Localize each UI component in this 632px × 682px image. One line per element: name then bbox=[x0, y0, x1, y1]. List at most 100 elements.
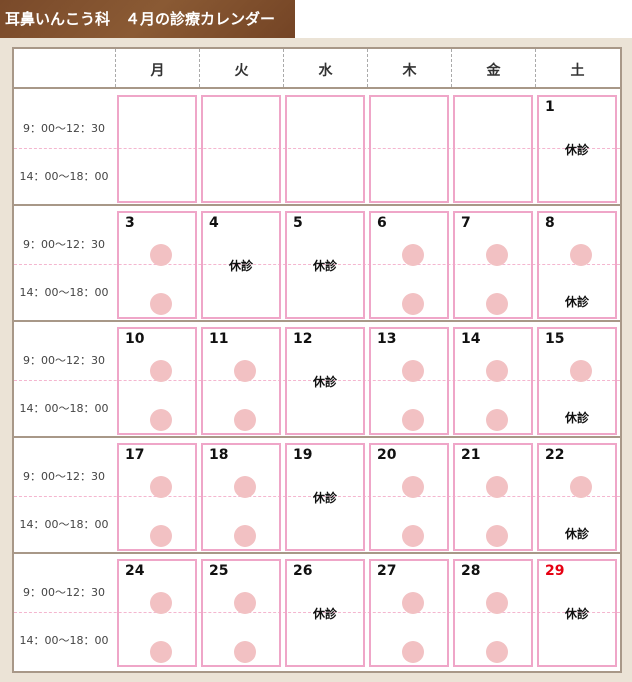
closed-label: 休診 bbox=[312, 491, 337, 505]
week-row: 9：00～12：30 14：00～18：00 24 25 26 休診 27 28 29 休診 bbox=[14, 554, 620, 670]
day-number: 11 bbox=[209, 331, 229, 347]
day-number: 15 bbox=[545, 331, 565, 347]
day-cell: 6 bbox=[369, 211, 449, 319]
day-number: 20 bbox=[377, 447, 397, 463]
day-cell: 3 bbox=[117, 211, 197, 319]
weekday-header: 月火水木金土 bbox=[14, 49, 620, 89]
open-circle-icon bbox=[570, 476, 592, 498]
weekday-header-cell: 土 bbox=[535, 49, 619, 87]
day-cell: 29 休診 bbox=[537, 559, 617, 667]
time-pm: 14：00～18：00 bbox=[19, 518, 109, 531]
day-cell bbox=[453, 95, 533, 203]
day-cell: 25 bbox=[201, 559, 281, 667]
day-number: 8 bbox=[545, 215, 555, 231]
day-number: 18 bbox=[209, 447, 229, 463]
open-circle-icon bbox=[402, 360, 424, 382]
day-cell: 5 休診 bbox=[285, 211, 365, 319]
time-pm: 14：00～18：00 bbox=[19, 170, 109, 183]
day-number: 5 bbox=[293, 215, 303, 231]
open-circle-icon bbox=[150, 525, 172, 547]
day-cell: 13 bbox=[369, 327, 449, 435]
open-circle-icon bbox=[150, 409, 172, 431]
open-circle-icon bbox=[486, 293, 508, 315]
day-cell: 8 休診 bbox=[537, 211, 617, 319]
day-cell: 18 bbox=[201, 443, 281, 551]
open-circle-icon bbox=[402, 409, 424, 431]
open-circle-icon bbox=[486, 525, 508, 547]
open-circle-icon bbox=[150, 244, 172, 266]
day-cell: 27 bbox=[369, 559, 449, 667]
day-number: 10 bbox=[125, 331, 145, 347]
day-cell: 20 bbox=[369, 443, 449, 551]
open-circle-icon bbox=[402, 592, 424, 614]
day-number: 7 bbox=[461, 215, 471, 231]
closed-label: 休診 bbox=[564, 411, 589, 425]
closed-label: 休診 bbox=[312, 375, 337, 389]
time-am: 9：00～12：30 bbox=[23, 354, 105, 367]
open-circle-icon bbox=[486, 641, 508, 663]
week-row: 9：00～12：30 14：00～18：00 10 11 12 休診 13 14 15 休診 bbox=[14, 322, 620, 438]
open-circle-icon bbox=[402, 293, 424, 315]
day-cell: 7 bbox=[453, 211, 533, 319]
day-number: 14 bbox=[461, 331, 481, 347]
open-circle-icon bbox=[150, 592, 172, 614]
page-title: 耳鼻いんこう科 ４月の診療カレンダー bbox=[0, 0, 295, 38]
closed-label: 休診 bbox=[564, 527, 589, 541]
open-circle-icon bbox=[402, 525, 424, 547]
day-cell: 10 bbox=[117, 327, 197, 435]
day-number: 12 bbox=[293, 331, 313, 347]
divider bbox=[14, 380, 620, 381]
open-circle-icon bbox=[234, 592, 256, 614]
day-cell: 17 bbox=[117, 443, 197, 551]
day-cell: 28 bbox=[453, 559, 533, 667]
weekday-header-cell: 木 bbox=[367, 49, 451, 87]
closed-label: 休診 bbox=[312, 259, 337, 273]
day-number: 28 bbox=[461, 563, 481, 579]
day-number: 22 bbox=[545, 447, 565, 463]
closed-label: 休診 bbox=[564, 607, 589, 621]
day-cell: 21 bbox=[453, 443, 533, 551]
closed-label: 休診 bbox=[312, 607, 337, 621]
time-am: 9：00～12：30 bbox=[23, 238, 105, 251]
day-cell bbox=[201, 95, 281, 203]
open-circle-icon bbox=[234, 409, 256, 431]
open-circle-icon bbox=[234, 476, 256, 498]
time-am: 9：00～12：30 bbox=[23, 470, 105, 483]
divider bbox=[14, 148, 620, 149]
day-cell bbox=[369, 95, 449, 203]
week-row: 9：00～12：30 14：00～18：00 3 4 休診 5 休診 6 7 8 休診 bbox=[14, 206, 620, 322]
open-circle-icon bbox=[402, 641, 424, 663]
time-pm: 14：00～18：00 bbox=[19, 402, 109, 415]
day-cell: 19 休診 bbox=[285, 443, 365, 551]
day-number: 25 bbox=[209, 563, 229, 579]
day-number: 29 bbox=[545, 563, 565, 579]
weekday-header-cell: 月 bbox=[115, 49, 199, 87]
day-number: 24 bbox=[125, 563, 145, 579]
time-pm: 14：00～18：00 bbox=[19, 634, 109, 647]
day-cell: 11 bbox=[201, 327, 281, 435]
day-number: 1 bbox=[545, 99, 555, 115]
time-am: 9：00～12：30 bbox=[23, 122, 105, 135]
open-circle-icon bbox=[486, 592, 508, 614]
week-row: 9：00～12：30 14：00～18：00 17 18 19 休診 20 21 22 休診 bbox=[14, 438, 620, 554]
day-number: 17 bbox=[125, 447, 145, 463]
day-number: 4 bbox=[209, 215, 219, 231]
time-am: 9：00～12：30 bbox=[23, 586, 105, 599]
open-circle-icon bbox=[150, 360, 172, 382]
day-cell bbox=[117, 95, 197, 203]
day-cell: 4 休診 bbox=[201, 211, 281, 319]
day-cell: 26 休診 bbox=[285, 559, 365, 667]
day-number: 13 bbox=[377, 331, 397, 347]
day-cell: 1 休診 bbox=[537, 95, 617, 203]
week-row: 9：00～12：30 14：00～18：00 1 休診 bbox=[14, 90, 620, 206]
closed-label: 休診 bbox=[564, 143, 589, 157]
open-circle-icon bbox=[234, 641, 256, 663]
day-number: 27 bbox=[377, 563, 397, 579]
day-cell: 12 休診 bbox=[285, 327, 365, 435]
open-circle-icon bbox=[150, 293, 172, 315]
weekday-header-cell: 水 bbox=[283, 49, 367, 87]
open-circle-icon bbox=[486, 476, 508, 498]
day-cell: 24 bbox=[117, 559, 197, 667]
day-cell bbox=[285, 95, 365, 203]
divider bbox=[14, 496, 620, 497]
